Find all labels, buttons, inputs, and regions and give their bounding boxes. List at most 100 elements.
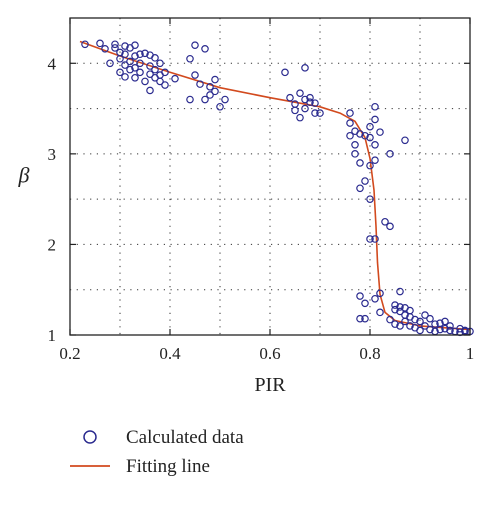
- data-point: [396, 287, 404, 296]
- data-point: [421, 311, 429, 319]
- data-point: [106, 59, 114, 68]
- data-point: [136, 59, 144, 68]
- data-point: [171, 74, 179, 83]
- data-point: [396, 322, 404, 330]
- data-point: [416, 326, 424, 335]
- data-point: [386, 222, 394, 231]
- x-axis-label: PIR: [254, 374, 286, 396]
- data-point: [121, 50, 129, 59]
- data-point: [351, 141, 359, 149]
- legend-marker-calculated-data: [83, 430, 97, 444]
- data-point: [136, 50, 144, 59]
- y-axis-label: β: [18, 163, 30, 188]
- data-point: [311, 109, 319, 117]
- fitting-line-layer: [79, 40, 471, 331]
- data-point: [356, 184, 364, 193]
- data-point: [301, 64, 309, 72]
- data-point: [281, 68, 289, 77]
- data-point: [366, 235, 374, 243]
- data-point: [131, 41, 139, 49]
- data-point: [371, 141, 379, 149]
- data-point: [221, 95, 229, 104]
- data-point: [291, 106, 299, 115]
- data-point: [121, 73, 129, 81]
- data-point: [426, 325, 434, 334]
- data-point: [366, 161, 374, 170]
- data-point: [121, 61, 129, 69]
- data-point: [146, 70, 154, 78]
- data-point: [411, 315, 419, 324]
- data-point: [81, 40, 89, 49]
- data-point: [436, 325, 444, 334]
- data-point: [196, 80, 204, 88]
- data-point: [191, 71, 199, 79]
- data-point: [211, 75, 219, 84]
- x-tick-labels: 0.2 0.4 0.6 0.8 1: [59, 344, 474, 363]
- data-point: [126, 57, 134, 66]
- data-point: [406, 322, 414, 330]
- data-point: [96, 39, 104, 48]
- x-tick-label: 0.2: [59, 344, 80, 363]
- data-point: [346, 119, 354, 127]
- y-tick-label: 1: [48, 326, 57, 345]
- data-point: [286, 93, 294, 102]
- data-point: [371, 115, 379, 124]
- data-point: [116, 68, 124, 77]
- y-tick-label: 4: [48, 54, 57, 73]
- data-point: [386, 150, 394, 158]
- data-point: [446, 322, 454, 330]
- data-point: [201, 44, 209, 53]
- data-point: [156, 77, 164, 86]
- data-point: [421, 322, 429, 330]
- data-point: [101, 44, 109, 53]
- data-point: [376, 289, 384, 298]
- data-point: [211, 87, 219, 96]
- data-point: [371, 235, 379, 243]
- data-point: [116, 54, 124, 63]
- data-point: [306, 98, 314, 107]
- data-point: [131, 73, 139, 82]
- data-point: [396, 303, 404, 311]
- data-point: [366, 195, 374, 203]
- data-points-layer: [81, 39, 474, 337]
- data-point: [356, 159, 364, 167]
- data-point: [361, 177, 369, 185]
- data-point: [311, 99, 319, 107]
- data-point: [121, 42, 129, 50]
- data-point: [371, 102, 379, 111]
- data-point: [186, 95, 194, 104]
- data-point: [346, 131, 354, 140]
- data-point: [441, 317, 449, 326]
- data-point: [146, 62, 154, 70]
- legend: Calculated data Fitting line: [70, 427, 244, 477]
- data-point: [386, 315, 394, 324]
- data-point: [206, 83, 214, 91]
- legend-label-calculated-data: Calculated data: [126, 427, 244, 448]
- data-point: [141, 49, 149, 58]
- data-point: [351, 150, 359, 158]
- data-point: [201, 95, 209, 104]
- data-point: [356, 130, 364, 138]
- data-point: [216, 102, 224, 111]
- data-point: [391, 301, 399, 309]
- data-point: [126, 65, 134, 74]
- data-point: [306, 93, 314, 102]
- y-tick-label: 3: [48, 145, 57, 164]
- data-point: [356, 314, 364, 323]
- data-point: [376, 308, 384, 317]
- data-point: [371, 156, 379, 164]
- data-point: [446, 326, 454, 335]
- tick-marks: [69, 18, 471, 336]
- data-point: [356, 292, 364, 300]
- data-point: [361, 131, 369, 140]
- data-point: [301, 104, 309, 113]
- data-point: [151, 65, 159, 74]
- data-point: [191, 41, 199, 49]
- data-point: [401, 317, 409, 326]
- data-point: [391, 320, 399, 328]
- x-tick-label: 0.4: [159, 344, 181, 363]
- data-point: [431, 320, 439, 328]
- data-point: [426, 314, 434, 323]
